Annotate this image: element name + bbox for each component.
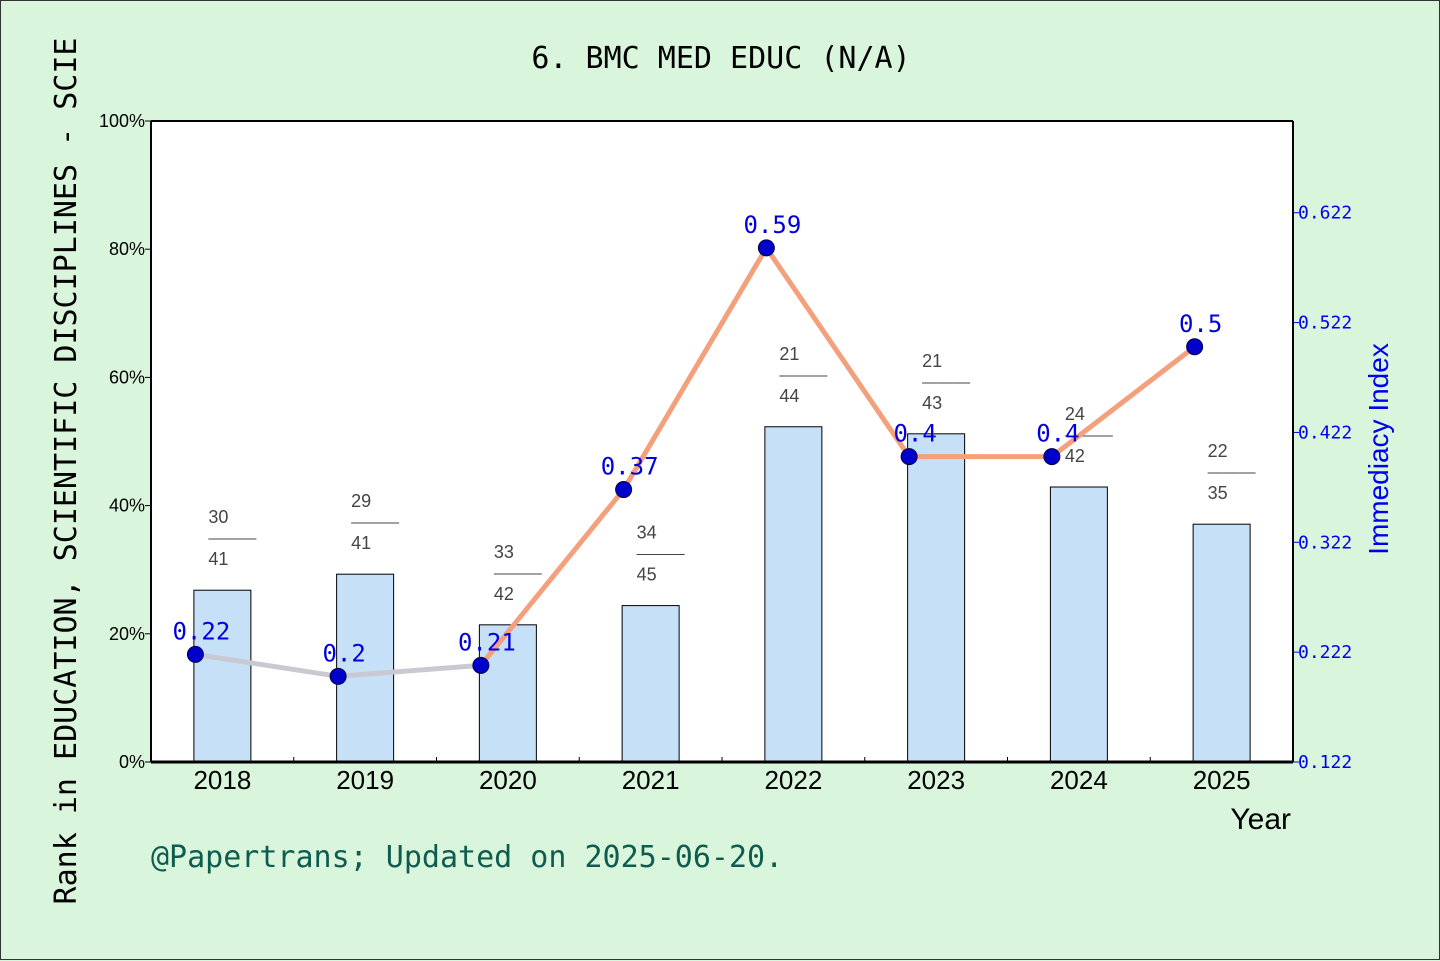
- rank-label-top-2023: 21: [922, 351, 942, 371]
- rank-label-divider-2025: ———: [1208, 464, 1256, 481]
- bar-2022: [764, 426, 823, 763]
- rank-label-bottom-2020: 42: [494, 584, 514, 604]
- footer-credit: @Papertrans; Updated on 2025-06-20.: [151, 840, 783, 875]
- rank-label-divider-2020: ———: [494, 565, 542, 582]
- line-segment-2021: [621, 245, 769, 493]
- x-tick-label-2025: 2025: [1193, 765, 1251, 795]
- line-segment-2020: [478, 487, 627, 668]
- y-right-tick-label-0.422: 0.422: [1298, 422, 1352, 443]
- bar-2023: [907, 433, 966, 763]
- bar-2025: [1192, 523, 1251, 763]
- rank-label-bottom-2023: 43: [922, 393, 942, 413]
- rank-label-top-2020: 33: [494, 542, 514, 562]
- line-segment-2022: [763, 245, 912, 460]
- rank-label-top-2024: 24: [1065, 404, 1085, 424]
- y-right-tick-label-0.322: 0.322: [1298, 532, 1352, 553]
- rank-label-divider-2021: ———: [637, 546, 685, 563]
- rank-label-bottom-2018: 41: [208, 549, 228, 569]
- rank-label-top-2021: 34: [637, 523, 657, 543]
- x-tick-label-2024: 2024: [1050, 765, 1108, 795]
- line-point-2018: [186, 645, 204, 663]
- line-point-label-2024: 0.4: [1036, 420, 1079, 448]
- rank-label-divider-2019: ———: [351, 514, 399, 531]
- line-point-2025: [1186, 338, 1204, 356]
- y-right-tick-label-0.222: 0.222: [1298, 642, 1352, 663]
- y-left-tick-label-100: 100%: [99, 111, 145, 131]
- line-segment-2024: [1049, 344, 1198, 460]
- x-tick-label-2021: 2021: [622, 765, 680, 795]
- bar-2024: [1049, 486, 1108, 763]
- line-segment-2018: [192, 651, 341, 679]
- line-point-2021: [615, 481, 633, 499]
- line-point-label-2023: 0.4: [893, 420, 936, 448]
- bar-2020: [478, 624, 537, 763]
- y-axis-left-title: Rank in EDUCATION, SCIENTIFIC DISCIPLINE…: [49, 38, 84, 905]
- x-tick-label-2020: 2020: [479, 765, 537, 795]
- line-point-label-2021: 0.37: [601, 453, 659, 481]
- bar-2018: [193, 589, 252, 763]
- line-point-2019: [329, 667, 347, 685]
- rank-label-bottom-2021: 45: [637, 565, 657, 585]
- y-left-tick-label-20: 20%: [109, 624, 145, 644]
- y-left-tick-label-80: 80%: [109, 239, 145, 259]
- rank-label-bottom-2019: 41: [351, 533, 371, 553]
- line-point-2024: [1043, 448, 1061, 466]
- y-left-tick-label-0: 0%: [119, 752, 145, 772]
- line-point-label-2020: 0.21: [458, 628, 516, 656]
- y-left-tick-label-60: 60%: [109, 367, 145, 387]
- bar-2021: [621, 605, 680, 763]
- x-axis-title: Year: [1230, 803, 1291, 836]
- y-axis-right-title: Immediacy Index: [1363, 343, 1394, 555]
- line-point-label-2019: 0.2: [322, 639, 365, 667]
- rank-label-divider-2018: ———: [208, 530, 256, 547]
- rank-label-bottom-2025: 35: [1208, 483, 1228, 503]
- bar-2019: [336, 573, 395, 763]
- rank-label-divider-2022: ———: [779, 367, 827, 384]
- y-right-tick-label-0.522: 0.522: [1298, 313, 1352, 334]
- x-tick-label-2018: 2018: [193, 765, 251, 795]
- rank-label-top-2018: 30: [208, 507, 228, 527]
- rank-label-bottom-2022: 44: [779, 386, 799, 406]
- rank-label-divider-2023: ———: [922, 374, 970, 391]
- y-left-tick-label-40: 40%: [109, 496, 145, 516]
- line-point-2022: [757, 239, 775, 257]
- line-point-2023: [900, 448, 918, 466]
- x-tick-label-2023: 2023: [907, 765, 965, 795]
- x-tick-label-2019: 2019: [336, 765, 394, 795]
- rank-label-top-2019: 29: [351, 491, 371, 511]
- chart-title: 6. BMC MED EDUC (N/A): [531, 41, 910, 76]
- line-point-label-2022: 0.59: [743, 211, 801, 239]
- y-right-tick-label-0.622: 0.622: [1298, 203, 1352, 224]
- plot-layer: 30 ——— 41 29 ——— 41 33 ——— 42 34 ——— 45 21 ——— 44 21 ———…: [99, 111, 1352, 795]
- rank-label-bottom-2024: 42: [1065, 446, 1085, 466]
- line-point-label-2025: 0.5: [1179, 310, 1222, 338]
- line-segment-2019: [335, 662, 484, 679]
- line-point-2020: [472, 656, 490, 674]
- y-right-tick-label-0.122: 0.122: [1298, 752, 1352, 773]
- x-tick-label-2022: 2022: [764, 765, 822, 795]
- rank-label-top-2025: 22: [1208, 441, 1228, 461]
- line-point-label-2018: 0.22: [172, 617, 230, 645]
- rank-label-top-2022: 21: [779, 344, 799, 364]
